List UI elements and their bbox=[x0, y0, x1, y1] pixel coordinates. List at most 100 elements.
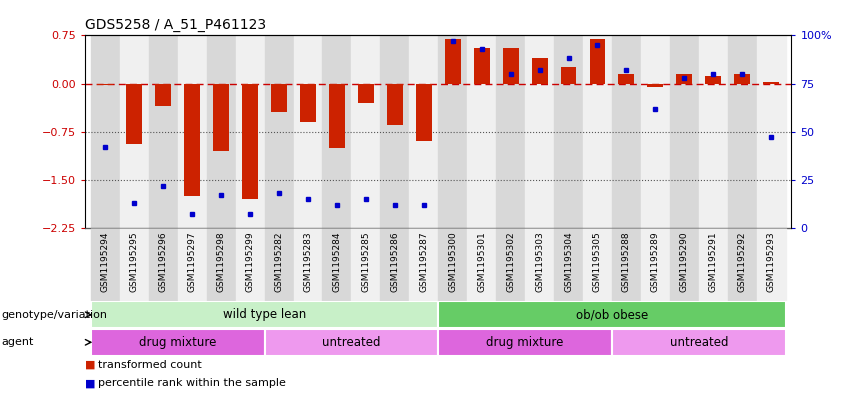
Text: transformed count: transformed count bbox=[98, 360, 202, 370]
Bar bbox=[207, 228, 236, 301]
Bar bbox=[467, 35, 496, 228]
Bar bbox=[149, 228, 178, 301]
Bar bbox=[329, 83, 345, 148]
Bar bbox=[474, 48, 489, 83]
Bar bbox=[699, 228, 728, 301]
Bar bbox=[236, 228, 265, 301]
Text: ■: ■ bbox=[85, 378, 95, 388]
Text: GSM1195298: GSM1195298 bbox=[217, 231, 226, 292]
Bar bbox=[503, 48, 518, 83]
Bar bbox=[590, 39, 605, 83]
Text: genotype/variation: genotype/variation bbox=[2, 310, 108, 320]
Text: untreated: untreated bbox=[670, 336, 728, 349]
Bar bbox=[641, 35, 670, 228]
Text: GSM1195305: GSM1195305 bbox=[593, 231, 602, 292]
Bar bbox=[358, 83, 374, 103]
Bar bbox=[648, 83, 663, 87]
Text: GSM1195291: GSM1195291 bbox=[709, 231, 717, 292]
Bar bbox=[525, 228, 554, 301]
Bar bbox=[351, 228, 380, 301]
Bar bbox=[91, 329, 265, 356]
Text: GSM1195287: GSM1195287 bbox=[420, 231, 428, 292]
Text: percentile rank within the sample: percentile rank within the sample bbox=[98, 378, 286, 388]
Text: GSM1195290: GSM1195290 bbox=[680, 231, 688, 292]
Bar bbox=[265, 228, 294, 301]
Bar bbox=[91, 35, 120, 228]
Text: GDS5258 / A_51_P461123: GDS5258 / A_51_P461123 bbox=[85, 18, 266, 31]
Text: ■: ■ bbox=[85, 360, 95, 370]
Text: GSM1195294: GSM1195294 bbox=[101, 231, 110, 292]
Text: GSM1195293: GSM1195293 bbox=[767, 231, 775, 292]
Text: GSM1195300: GSM1195300 bbox=[448, 231, 457, 292]
Bar bbox=[496, 228, 525, 301]
Bar bbox=[757, 35, 785, 228]
Text: GSM1195286: GSM1195286 bbox=[391, 231, 399, 292]
Bar bbox=[532, 58, 547, 83]
Bar bbox=[294, 35, 323, 228]
Bar bbox=[677, 74, 692, 83]
Bar bbox=[525, 35, 554, 228]
Bar bbox=[120, 35, 149, 228]
Text: drug mixture: drug mixture bbox=[139, 336, 216, 349]
Text: GSM1195296: GSM1195296 bbox=[159, 231, 168, 292]
Bar bbox=[178, 228, 207, 301]
Bar bbox=[91, 301, 438, 328]
Bar bbox=[380, 35, 409, 228]
Bar bbox=[323, 228, 351, 301]
Text: GSM1195288: GSM1195288 bbox=[622, 231, 631, 292]
Bar bbox=[467, 228, 496, 301]
Bar bbox=[323, 35, 351, 228]
Bar bbox=[265, 329, 438, 356]
Bar bbox=[619, 74, 634, 83]
Text: GSM1195301: GSM1195301 bbox=[477, 231, 486, 292]
Text: GSM1195302: GSM1195302 bbox=[506, 231, 515, 292]
Bar bbox=[561, 68, 576, 83]
Bar bbox=[409, 228, 438, 301]
Bar bbox=[91, 228, 120, 301]
Bar bbox=[612, 329, 785, 356]
Bar bbox=[265, 35, 294, 228]
Text: GSM1195283: GSM1195283 bbox=[304, 231, 312, 292]
Text: GSM1195284: GSM1195284 bbox=[333, 231, 341, 292]
Bar bbox=[149, 35, 178, 228]
Bar bbox=[438, 301, 785, 328]
Bar bbox=[97, 83, 113, 85]
Text: agent: agent bbox=[2, 337, 34, 347]
Text: untreated: untreated bbox=[323, 336, 380, 349]
Text: GSM1195299: GSM1195299 bbox=[246, 231, 254, 292]
Bar bbox=[351, 35, 380, 228]
Bar bbox=[612, 228, 641, 301]
Bar bbox=[380, 228, 409, 301]
Bar bbox=[387, 83, 403, 125]
Text: GSM1195295: GSM1195295 bbox=[130, 231, 139, 292]
Text: drug mixture: drug mixture bbox=[487, 336, 564, 349]
Bar bbox=[438, 35, 467, 228]
Bar bbox=[728, 35, 757, 228]
Text: GSM1195289: GSM1195289 bbox=[651, 231, 660, 292]
Bar bbox=[699, 35, 728, 228]
Text: GSM1195297: GSM1195297 bbox=[188, 231, 197, 292]
Bar bbox=[236, 35, 265, 228]
Bar bbox=[271, 83, 287, 112]
Text: GSM1195285: GSM1195285 bbox=[362, 231, 370, 292]
Bar bbox=[294, 228, 323, 301]
Bar bbox=[438, 228, 467, 301]
Bar bbox=[243, 83, 258, 199]
Bar bbox=[496, 35, 525, 228]
Bar bbox=[445, 39, 460, 83]
Bar bbox=[670, 228, 699, 301]
Bar bbox=[757, 228, 785, 301]
Bar bbox=[734, 74, 751, 83]
Text: GSM1195303: GSM1195303 bbox=[535, 231, 544, 292]
Bar bbox=[728, 228, 757, 301]
Bar bbox=[612, 35, 641, 228]
Bar bbox=[416, 83, 431, 141]
Bar bbox=[409, 35, 438, 228]
Text: GSM1195282: GSM1195282 bbox=[275, 231, 283, 292]
Bar bbox=[583, 228, 612, 301]
Bar bbox=[178, 35, 207, 228]
Bar bbox=[185, 83, 200, 196]
Bar bbox=[155, 83, 171, 106]
Text: ob/ob obese: ob/ob obese bbox=[576, 308, 648, 321]
Bar bbox=[583, 35, 612, 228]
